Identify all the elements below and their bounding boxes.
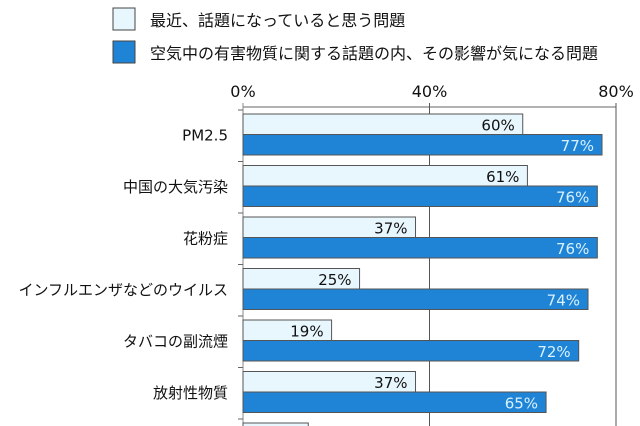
data-label: 76% (556, 189, 589, 207)
category-label: PM2.5 (182, 127, 228, 145)
data-label: 60% (481, 117, 514, 135)
data-label: 74% (547, 292, 580, 310)
category-label: 放射性物質 (153, 384, 228, 402)
legend-label-recent: 最近、話題になっていると思う問題 (150, 11, 405, 30)
category-label: 花粉症 (183, 230, 228, 248)
legend-label-concern: 空気中の有害物質に関する話題の内、その影響が気になる問題 (150, 44, 598, 63)
category-label: 中国の大気汚染 (123, 178, 228, 196)
bar (242, 340, 580, 362)
data-label: 37% (374, 220, 407, 238)
bar (242, 422, 309, 426)
data-label: 25% (318, 271, 351, 289)
legend-swatch-recent (112, 7, 136, 31)
bar (242, 165, 528, 187)
data-label: 37% (374, 374, 407, 392)
bar (242, 185, 598, 207)
x-tick-label: 80% (598, 82, 634, 101)
bar (242, 134, 603, 156)
x-tick-label: 0% (230, 82, 255, 101)
data-label: 19% (290, 323, 323, 341)
legend-swatch-concern (112, 40, 136, 64)
category-label: インフルエンザなどのウイルス (18, 281, 228, 299)
data-label: 65% (505, 395, 538, 413)
x-tick-label: 40% (412, 82, 448, 101)
bar (242, 237, 598, 259)
data-label: 77% (561, 137, 594, 155)
category-label: タバコの副流煙 (123, 333, 228, 351)
legend: 最近、話題になっていると思う問題 空気中の有害物質に関する話題の内、その影響が気… (112, 7, 598, 64)
data-label: 72% (537, 343, 570, 361)
data-label: 76% (556, 240, 589, 258)
data-label: 61% (486, 168, 519, 186)
bar (242, 288, 589, 310)
bar (242, 391, 547, 413)
